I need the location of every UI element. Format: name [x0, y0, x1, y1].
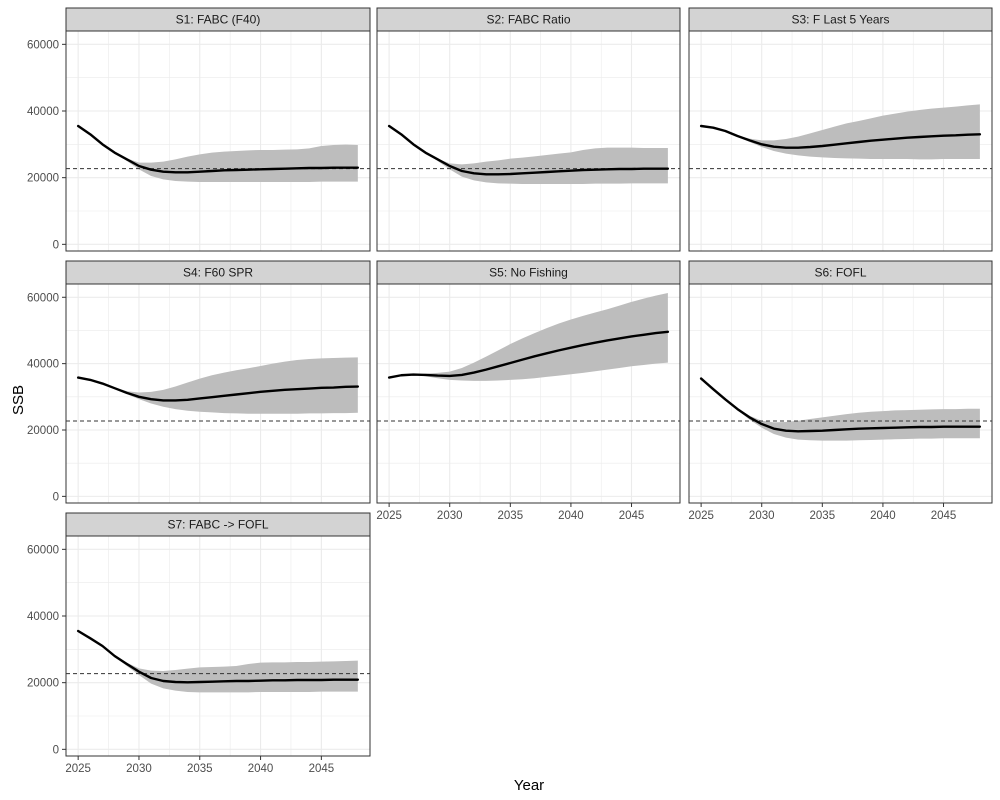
facet-panel: S6: FOFL	[688, 260, 993, 504]
facet-strip	[65, 7, 371, 32]
panel-background	[66, 536, 370, 756]
x-tick-label: 2040	[870, 510, 896, 522]
facet-panel: S1: FABC (F40)	[65, 7, 371, 252]
median-line	[699, 377, 982, 433]
y-tick-label: 20000	[27, 173, 59, 185]
facet-panel: S2: FABC Ratio	[376, 7, 681, 252]
facet-panel: S5: No Fishing	[376, 260, 681, 504]
facet-strip	[65, 260, 371, 285]
panel-background	[689, 284, 992, 503]
median-line	[387, 330, 670, 379]
x-axis: 2025 2030 2035 2040 2045	[65, 756, 334, 775]
y-axis: 0 20000 40000 60000	[27, 39, 66, 251]
y-tick-label: 40000	[27, 611, 59, 623]
x-tick-label: 2030	[437, 510, 463, 522]
uncertainty-band	[389, 292, 668, 381]
x-tick-label: 2030	[749, 510, 775, 522]
median-line	[76, 376, 360, 402]
facet-strip	[65, 512, 371, 537]
y-axis-title: SSB	[10, 385, 27, 415]
facet-title: S1: FABC (F40)	[176, 13, 261, 27]
median-line	[76, 124, 360, 174]
x-tick-label: 2045	[931, 510, 957, 522]
x-axis: 2025 2030 2035 2040 2045	[376, 503, 644, 522]
facet-title: S5: No Fishing	[489, 266, 568, 280]
y-tick-label: 0	[53, 239, 59, 251]
x-tick-label: 2045	[309, 763, 335, 775]
y-tick-label: 60000	[27, 292, 59, 304]
facet-title: S7: FABC -> FOFL	[167, 518, 268, 532]
median-line	[699, 124, 982, 149]
y-tick-label: 20000	[27, 678, 59, 690]
facet-panel: S7: FABC -> FOFL	[65, 512, 371, 757]
facet-title: S3: F Last 5 Years	[791, 13, 889, 27]
panel-data	[66, 357, 370, 422]
panel-background	[66, 31, 370, 251]
facet-panel: S3: F Last 5 Years	[688, 7, 993, 252]
x-axis-title: Year	[514, 777, 544, 794]
x-tick-label: 2035	[498, 510, 524, 522]
median-line	[387, 124, 670, 176]
y-tick-label: 0	[53, 491, 59, 503]
x-tick-label: 2025	[688, 510, 714, 522]
facet-title: S4: F60 SPR	[183, 266, 253, 280]
panel-data	[66, 629, 370, 693]
y-tick-label: 0	[53, 744, 59, 756]
y-axes: 0 20000 40000 60000 0 20000 40000 60000 0 20000 40…	[27, 39, 66, 756]
facet-strip	[688, 260, 993, 285]
x-axis: 2025 2030 2035 2040 2045	[688, 503, 956, 522]
x-tick-label: 2025	[65, 763, 91, 775]
facet-panel: S4: F60 SPR	[65, 260, 371, 504]
facet-title: S2: FABC Ratio	[486, 13, 570, 27]
uncertainty-band	[701, 378, 980, 441]
facet-strip	[376, 7, 681, 32]
x-tick-label: 2045	[619, 510, 645, 522]
x-tick-label: 2030	[126, 763, 152, 775]
panel-data	[689, 377, 992, 441]
panel-data	[689, 104, 992, 170]
x-tick-label: 2040	[248, 763, 274, 775]
x-axes: 2025 2030 2035 2040 2045 2025 2030 2035 2040 2045…	[65, 503, 956, 775]
x-tick-label: 2035	[810, 510, 836, 522]
facet-strip	[688, 7, 993, 32]
x-tick-label: 2025	[376, 510, 402, 522]
x-tick-label: 2035	[187, 763, 213, 775]
y-tick-label: 40000	[27, 106, 59, 118]
panel-data	[377, 292, 680, 422]
median-line	[76, 629, 360, 684]
panel-data	[66, 124, 370, 182]
y-tick-label: 40000	[27, 359, 59, 371]
y-tick-label: 60000	[27, 544, 59, 556]
y-axis: 0 20000 40000 60000	[27, 544, 66, 756]
panel-data	[377, 124, 680, 184]
facet-panels: S1: FABC (F40) S2: FABC Ratio S3: F Last 5…	[65, 7, 993, 757]
x-tick-label: 2040	[558, 510, 584, 522]
panel-background	[377, 31, 680, 251]
y-axis: 0 20000 40000 60000	[27, 292, 66, 503]
facet-strip	[376, 260, 681, 285]
facet-title: S6: FOFL	[814, 266, 866, 280]
y-tick-label: 60000	[27, 39, 59, 51]
y-tick-label: 20000	[27, 425, 59, 437]
